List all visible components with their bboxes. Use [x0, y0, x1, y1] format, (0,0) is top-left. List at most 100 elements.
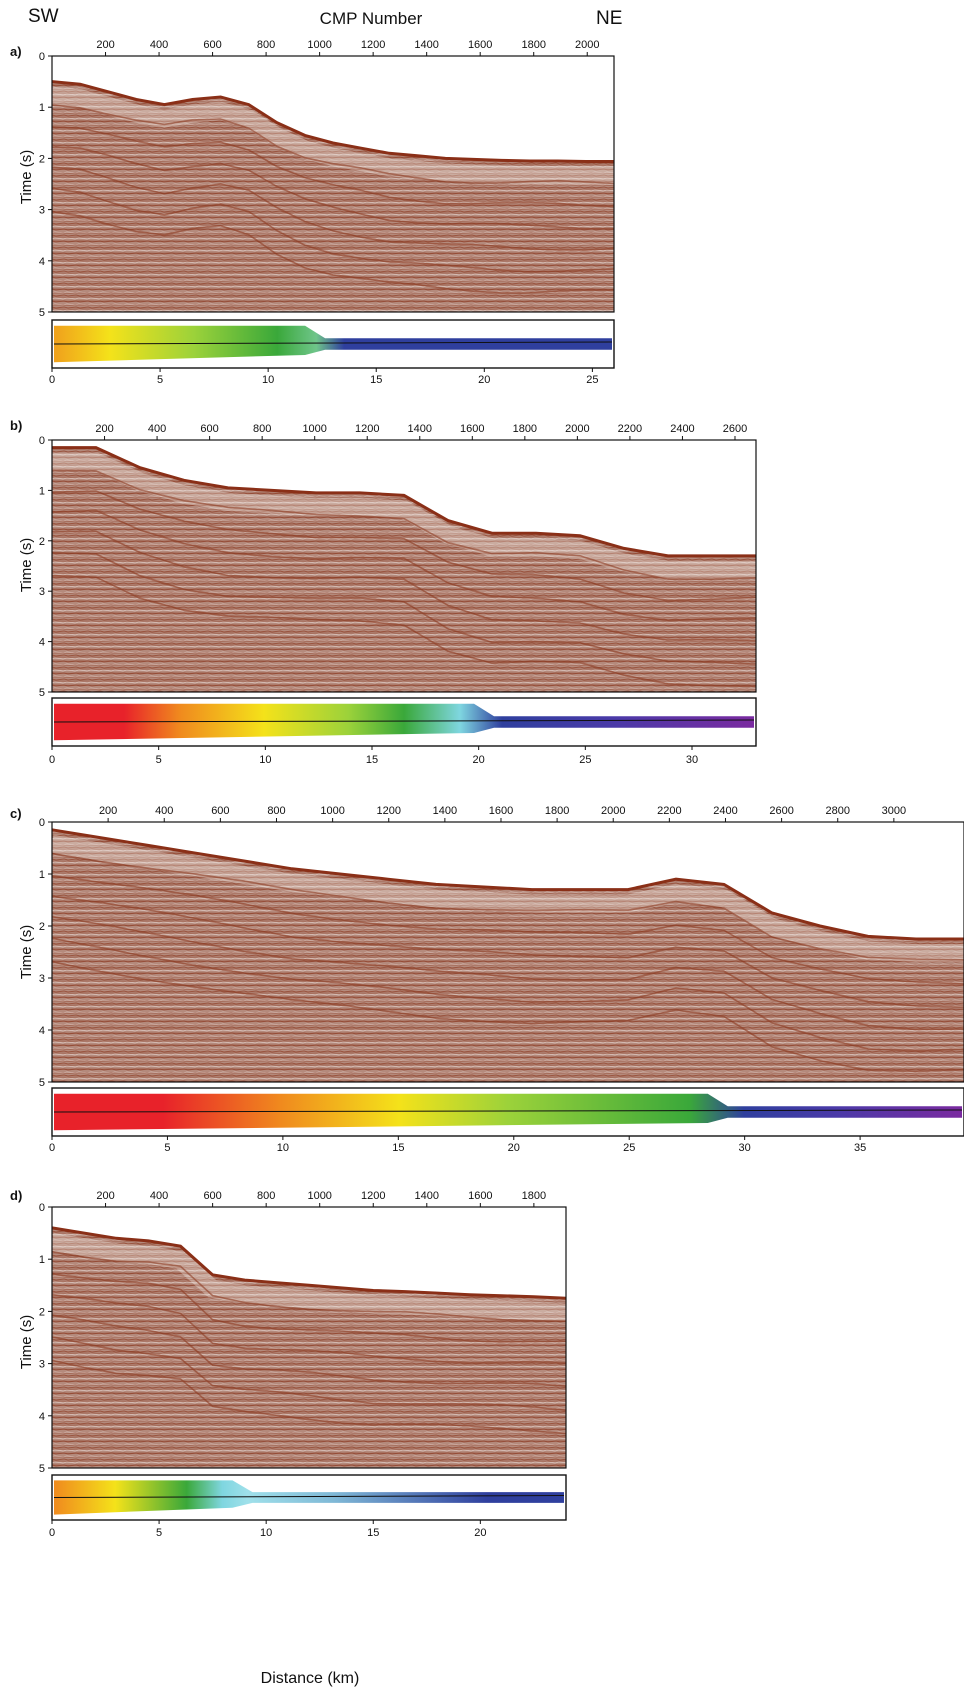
panel-d-time-tick-label: 5: [39, 1463, 45, 1475]
panel-a-shallow-sediments: [51, 86, 614, 185]
panel-d-cmp-tick-label: 600: [203, 1190, 221, 1202]
panel-b-cmp-tick-label: 800: [253, 423, 271, 435]
panel-d-deep-reflector: [51, 1293, 567, 1364]
panel-b-cmp-tick-label: 2000: [565, 423, 589, 435]
panel-b-distance-tick-label: 30: [686, 754, 698, 766]
panel-c-bathymetry-strip: [51, 1087, 964, 1137]
panel-d-distance-tick-label: 0: [49, 1527, 55, 1539]
panel-c-deep-reflector: [51, 895, 964, 1008]
panel-d-bathymetry-strip: [51, 1474, 567, 1521]
panel-c-cmp-tick-label: 1400: [433, 805, 457, 817]
panel-c-distance-tick-label: 35: [854, 1142, 866, 1154]
panel-d-cmp-axis: 200 400 600 800 1000 1200 1400 1600 1800: [52, 1190, 566, 1208]
panel-b-shallow-sediments: [52, 452, 756, 579]
panel-b-cmp-tick-label: 600: [200, 423, 218, 435]
panel-a-cmp-tick-label: 600: [203, 39, 221, 51]
panel-c-cmp-tick-label: 2000: [601, 805, 625, 817]
panel-a-bathymetry-swath: [54, 325, 612, 363]
panel-d-cmp-tick-label: 200: [96, 1190, 114, 1202]
panel-b-cmp-tick-label: 2200: [618, 423, 642, 435]
panel-a-cmp-tick-label: 1000: [307, 39, 331, 51]
panel-a-deep-reflector: [51, 210, 614, 294]
panel-b-cmp-tick-label: 1800: [513, 423, 537, 435]
panel-c-time-axis-title: Time (s): [18, 925, 35, 979]
panel-c-seismic-section: [50, 821, 964, 1083]
panel-a-cmp-tick-label: 2000: [575, 39, 599, 51]
panel-b-time-tick-label: 1: [39, 485, 45, 497]
panel-a-cmp-tick-label: 1800: [521, 39, 545, 51]
panel-b-bathymetry-strip: [51, 697, 757, 747]
panel-b-distance-tick-label: 20: [473, 754, 485, 766]
panel-b-cmp-tick-label: 1200: [355, 423, 379, 435]
panel-c-deep-reflector: [51, 915, 964, 1031]
panel-c-time-tick-label: 5: [39, 1077, 45, 1089]
panel-c-cmp-tick-label: 2400: [713, 805, 737, 817]
panel-a-time-tick-label: 3: [39, 205, 45, 217]
panel-a-distance-tick-label: 0: [49, 374, 55, 386]
panel-b-reflectors: [52, 447, 756, 692]
panel-c-cmp-tick-label: 1800: [545, 805, 569, 817]
panel-a-deep-reflector: [51, 126, 615, 208]
panel-d: d) 200 400 600 800 1000 1200 1400 1600 1800 0123…: [10, 1188, 567, 1539]
panel-c-cmp-tick-label: 800: [267, 805, 285, 817]
panel-c-letter: c): [10, 806, 22, 821]
panel-c-distance-tick-label: 30: [739, 1142, 751, 1154]
panel-d-reflectors: [52, 1227, 566, 1468]
panel-b-deep-reflector: [51, 574, 757, 688]
panel-b-deep-reflector: [51, 490, 757, 602]
panel-a-deep-reflector: [51, 187, 615, 273]
panel-a-time-axis: 0 1 2 3 4 5: [39, 51, 52, 319]
panel-c-cmp-tick-label: 2800: [825, 805, 849, 817]
panel-c-distance-tick-label: 10: [277, 1142, 289, 1154]
panel-c-cmp-tick-label: 400: [155, 805, 173, 817]
panel-d-cmp-tick-label: 400: [150, 1190, 168, 1202]
panel-c-time-tick-label: 0: [39, 817, 45, 829]
panel-c-time-tick-label: 1: [39, 869, 45, 881]
panel-b-time-tick-label: 5: [39, 687, 45, 699]
panel-b-time-tick-label: 0: [39, 435, 45, 447]
panel-c-time-axis: 0 1 2 3 4 5: [39, 817, 52, 1089]
panel-d-time-tick-label: 3: [39, 1359, 45, 1371]
panel-b-time-tick-label: 2: [39, 536, 45, 548]
panel-d-bathymetry-frame: [51, 1474, 567, 1521]
panel-c-bathymetry-frame: [51, 1087, 964, 1137]
panel-a-time-tick-label: 0: [39, 51, 45, 63]
panel-d-section-frame: [51, 1206, 567, 1469]
panel-c-distance-tick-label: 20: [508, 1142, 520, 1154]
panel-c-deep-reflector: [51, 852, 964, 961]
panel-a-time-tick-label: 1: [39, 102, 45, 114]
panel-c-cmp-tick-label: 1200: [376, 805, 400, 817]
panel-d-track-line: [53, 1495, 565, 1498]
panel-b: b) 200 400 600 800 1000 1200 1400 1600 1800 2000 2…: [10, 418, 757, 766]
panel-b-distance-axis: 0 5 10 15 20 25 30: [49, 746, 698, 766]
panel-d-shallow-sediments: [50, 1233, 567, 1322]
panel-a-cmp-tick-label: 200: [96, 39, 114, 51]
panel-b-cmp-tick-label: 2400: [670, 423, 694, 435]
panel-c-cmp-tick-label: 200: [99, 805, 117, 817]
panel-d-seafloor-reflector: [51, 1226, 567, 1300]
panel-b-section-frame: [51, 439, 757, 693]
panel-a-cmp-tick-label: 1200: [361, 39, 385, 51]
panel-b-bathymetry-swath: [54, 703, 754, 741]
panel-d-deep-reflector: [51, 1336, 567, 1412]
panel-c-distance-axis: 0 5 10 15 20 25 30 35: [49, 1136, 866, 1154]
panel-b-cmp-tick-label: 1000: [302, 423, 326, 435]
cmp-axis-title: CMP Number: [320, 9, 423, 28]
panel-c-distance-tick-label: 5: [164, 1142, 170, 1154]
panel-d-cmp-tick-label: 1000: [307, 1190, 331, 1202]
panel-b-seismic-section: [51, 439, 757, 693]
panel-d-time-tick-label: 1: [39, 1254, 45, 1266]
panel-c-distance-tick-label: 15: [392, 1142, 404, 1154]
panel-a-time-tick-label: 2: [39, 153, 45, 165]
panel-b-letter: b): [10, 418, 22, 433]
panel-b-deep-reflector: [51, 469, 757, 581]
panel-b-time-tick-label: 3: [39, 586, 45, 598]
panel-c-distance-tick-label: 25: [623, 1142, 635, 1154]
panel-a-reflectors: [52, 81, 614, 312]
panel-c-distance-tick-label: 0: [49, 1142, 55, 1154]
panel-c-cmp-tick-label: 1600: [489, 805, 513, 817]
panel-d-cmp-tick-label: 1600: [468, 1190, 492, 1202]
panel-c-deep-reflector: [51, 875, 964, 985]
panel-d-letter: d): [10, 1188, 22, 1203]
panel-a-time-tick-label: 5: [39, 307, 45, 319]
